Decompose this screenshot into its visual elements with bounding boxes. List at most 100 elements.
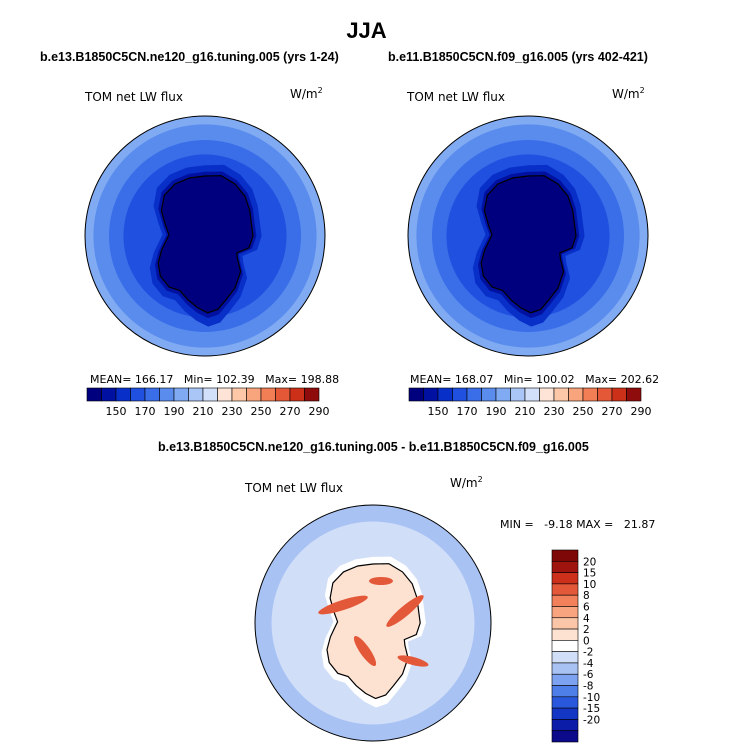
diff-units-exp: 2 [477, 475, 483, 484]
right-cbar-swatch [626, 387, 642, 402]
right-cbar-swatch [611, 387, 627, 402]
left-antarctica [157, 175, 254, 314]
diff-polar-map [254, 504, 492, 742]
diff-units-label: W/m2 [450, 475, 483, 490]
diff-tick-label: -8 [583, 681, 593, 693]
diff-tick-label: -4 [583, 658, 594, 670]
right-polar-map [407, 115, 649, 357]
diff-tick-label: 10 [583, 579, 596, 591]
diff-swatch [551, 640, 579, 652]
diff-warm-anomaly [353, 635, 377, 667]
left-cbar-tick-label: 270 [280, 405, 301, 418]
left-cbar-tick-label: 230 [222, 405, 243, 418]
left-cbar-swatch [231, 387, 247, 402]
right-cbar-swatch [452, 387, 468, 402]
right-cbar-swatch [423, 387, 439, 402]
left-cbar-swatch [275, 387, 291, 402]
diff-swatch [551, 628, 579, 641]
right-cbar-swatch [553, 387, 569, 402]
right-min: Min= 100.02 [503, 373, 575, 386]
diff-warm-anomaly [369, 577, 393, 585]
diff-swatch [551, 572, 579, 585]
diff-tick-label: 6 [583, 601, 590, 613]
right-cbar-swatch [539, 387, 555, 402]
left-cbar-swatch [144, 387, 160, 402]
diff-case-title: b.e13.B1850C5CN.ne120_g16.tuning.005 - b… [158, 440, 589, 454]
left-cbar-tick-label: 210 [193, 405, 214, 418]
left-units-exp: 2 [317, 86, 323, 95]
right-cbar-tick-label: 270 [602, 405, 623, 418]
diff-tick-label: 2 [583, 624, 590, 636]
diff-swatch [551, 560, 579, 573]
left-cbar-tick-label: 250 [251, 405, 272, 418]
left-cbar-swatch [159, 387, 175, 402]
right-cbar-tick-label: 250 [573, 405, 594, 418]
diff-swatch [551, 549, 579, 562]
right-field-label: TOM net LW flux [407, 90, 505, 104]
right-cbar-tick-label: 210 [515, 405, 536, 418]
diff-swatch [551, 730, 579, 743]
left-cbar-swatch [101, 387, 117, 402]
right-cbar-swatch [408, 387, 424, 402]
diff-swatch [551, 594, 579, 607]
figure-title: JJA [346, 18, 387, 43]
left-cbar-tick-label: 290 [309, 405, 330, 418]
right-cbar-swatch [510, 387, 526, 402]
diff-stats: MIN = -9.18 MAX = 21.87 [500, 518, 656, 531]
left-max: Max= 198.88 [265, 373, 340, 386]
right-stats: MEAN= 168.07 Min= 100.02 Max= 202.62 [410, 373, 659, 386]
left-cbar-tick-label: 190 [164, 405, 185, 418]
diff-tick-label: 20 [583, 556, 596, 568]
left-field-label: TOM net LW flux [85, 90, 183, 104]
diff-tick-label: -2 [583, 647, 593, 659]
right-cbar-swatch [568, 387, 584, 402]
right-cbar-swatch [466, 387, 482, 402]
left-cbar-tick-label: 170 [135, 405, 156, 418]
right-cbar-tick-label: 230 [544, 405, 565, 418]
diff-swatch [551, 606, 579, 619]
diff-units: W/m [450, 476, 478, 490]
diff-tick-label: 15 [583, 568, 596, 580]
left-cbar-swatch [202, 387, 218, 402]
left-cbar-swatch [188, 387, 204, 402]
right-max: Max= 202.62 [585, 373, 660, 386]
right-cbar-swatch [582, 387, 598, 402]
diff-tick-label: -15 [583, 703, 600, 715]
diff-swatch [551, 673, 579, 686]
diff-warm-anomaly [386, 595, 424, 627]
left-cbar-swatch [115, 387, 131, 402]
left-map-border [84, 115, 326, 357]
diff-field-label: TOM net LW flux [245, 481, 343, 495]
left-case-title: b.e13.B1850C5CN.ne120_g16.tuning.005 (yr… [40, 50, 339, 64]
diff-swatch [551, 685, 579, 698]
diff-tick-label: 0 [583, 635, 590, 647]
right-cbar-swatch [597, 387, 613, 402]
diff-swatch [551, 583, 579, 596]
right-map-border [407, 115, 649, 357]
diff-swatch [551, 696, 579, 709]
diff-warm-anomaly [318, 595, 368, 615]
left-units-label: W/m2 [290, 86, 323, 101]
right-cbar-tick-label: 170 [457, 405, 478, 418]
left-mean: MEAN= 166.17 [90, 373, 174, 386]
right-cbar-swatch [524, 387, 540, 402]
right-units: W/m [612, 87, 640, 101]
diff-tick-label: -6 [583, 669, 594, 681]
left-colorbar: 150 170 190 210 230 250 270 290 [86, 387, 330, 418]
diff-map-border [254, 504, 492, 742]
right-cbar-swatch [495, 387, 511, 402]
right-cbar-tick-label: 190 [486, 405, 507, 418]
left-polar-map [84, 115, 326, 357]
left-min: Min= 102.39 [183, 373, 255, 386]
diff-swatch [551, 617, 579, 630]
right-cbar-swatch [437, 387, 453, 402]
left-cbar-tick-label: 150 [106, 405, 127, 418]
diff-swatch [551, 651, 579, 664]
left-cbar-swatch [289, 387, 305, 402]
left-cbar-swatch [304, 387, 320, 402]
right-units-exp: 2 [639, 86, 645, 95]
diff-swatch [551, 662, 579, 675]
left-cbar-swatch [260, 387, 276, 402]
diff-warm-anomaly [397, 655, 429, 667]
